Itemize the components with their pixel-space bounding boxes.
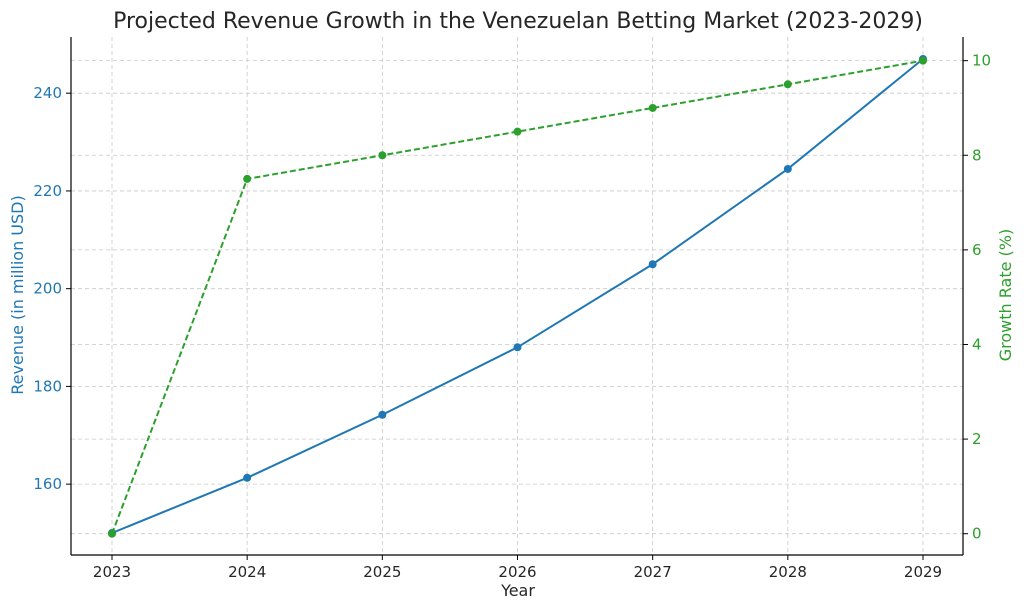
x-tick-label: 2029 — [904, 563, 942, 581]
y-right-tick-label: 4 — [972, 335, 982, 353]
y-right-tick-label: 2 — [972, 430, 982, 448]
growth-rate-point — [919, 56, 927, 65]
x-tick-label: 2028 — [769, 563, 807, 581]
y-left-tick-label: 200 — [33, 280, 62, 298]
growth-rate-point — [648, 103, 657, 112]
growth-rate-point — [243, 174, 252, 183]
growth-rate-point — [378, 151, 387, 160]
growth-rate-point — [513, 127, 522, 136]
y-right-tick-label: 0 — [972, 525, 982, 543]
y-axis-left-label: Revenue (in million USD) — [8, 195, 27, 395]
y-left-tick-label: 160 — [33, 475, 62, 493]
x-tick-label: 2024 — [228, 563, 266, 581]
revenue-point — [243, 473, 252, 482]
x-axis-label: Year — [500, 581, 535, 600]
y-right-tick-label: 8 — [972, 146, 982, 164]
ticks-layer: 2023 2024 2025 2026 2027 2028 2029 160 180 200 220… — [33, 52, 991, 581]
revenue-point — [513, 343, 522, 352]
chart-title: Projected Revenue Growth in the Venezuel… — [113, 9, 923, 34]
grid-layer — [71, 37, 963, 555]
y-right-tick-label: 10 — [972, 52, 991, 70]
revenue-point — [783, 164, 792, 173]
x-tick-label: 2023 — [93, 563, 131, 581]
x-tick-label: 2027 — [634, 563, 672, 581]
x-tick-label: 2026 — [498, 563, 536, 581]
series-layer — [108, 54, 927, 538]
y-right-tick-label: 6 — [972, 241, 982, 259]
revenue-point — [378, 410, 387, 419]
revenue-point — [648, 260, 657, 269]
growth-rate-point — [108, 529, 116, 538]
y-left-tick-label: 240 — [33, 84, 62, 102]
x-tick-label: 2025 — [363, 563, 401, 581]
y-left-tick-label: 220 — [33, 182, 62, 200]
y-left-tick-label: 180 — [33, 377, 62, 395]
growth-rate-point — [783, 80, 792, 89]
y-axis-right-label: Growth Rate (%) — [996, 229, 1015, 361]
axes-layer — [70, 37, 964, 556]
